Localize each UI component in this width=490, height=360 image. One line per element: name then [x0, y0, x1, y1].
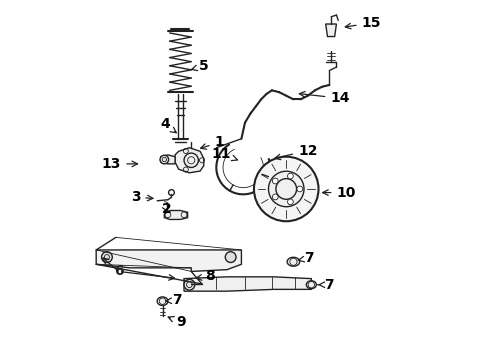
Text: 13: 13: [102, 157, 138, 171]
Text: 14: 14: [299, 91, 350, 105]
Circle shape: [297, 186, 303, 192]
Text: 8: 8: [196, 270, 215, 283]
Polygon shape: [96, 250, 242, 271]
Polygon shape: [164, 211, 188, 220]
Circle shape: [101, 252, 112, 262]
Circle shape: [269, 171, 304, 207]
Text: 7: 7: [166, 293, 182, 307]
Polygon shape: [161, 155, 175, 164]
Circle shape: [160, 155, 169, 164]
Polygon shape: [175, 148, 204, 173]
Text: 6: 6: [114, 265, 123, 278]
Circle shape: [288, 173, 294, 179]
Polygon shape: [326, 24, 337, 37]
Text: 3: 3: [131, 190, 153, 204]
Polygon shape: [184, 277, 311, 291]
Text: 7: 7: [318, 278, 334, 292]
Circle shape: [272, 194, 278, 200]
Text: 10: 10: [323, 185, 356, 199]
Text: 15: 15: [345, 16, 381, 30]
Text: 5: 5: [192, 59, 209, 73]
Ellipse shape: [287, 257, 300, 266]
Circle shape: [184, 279, 195, 290]
Text: 4: 4: [160, 117, 176, 133]
Circle shape: [272, 178, 278, 184]
Text: 2: 2: [162, 202, 172, 216]
Circle shape: [288, 199, 294, 205]
Text: 12: 12: [275, 144, 318, 160]
Circle shape: [225, 252, 236, 262]
Ellipse shape: [306, 281, 317, 289]
Text: 9: 9: [168, 315, 185, 329]
Text: 1: 1: [200, 135, 224, 149]
Text: 7: 7: [298, 251, 314, 265]
Text: 11: 11: [212, 147, 238, 161]
Circle shape: [254, 157, 318, 221]
Ellipse shape: [157, 297, 168, 306]
